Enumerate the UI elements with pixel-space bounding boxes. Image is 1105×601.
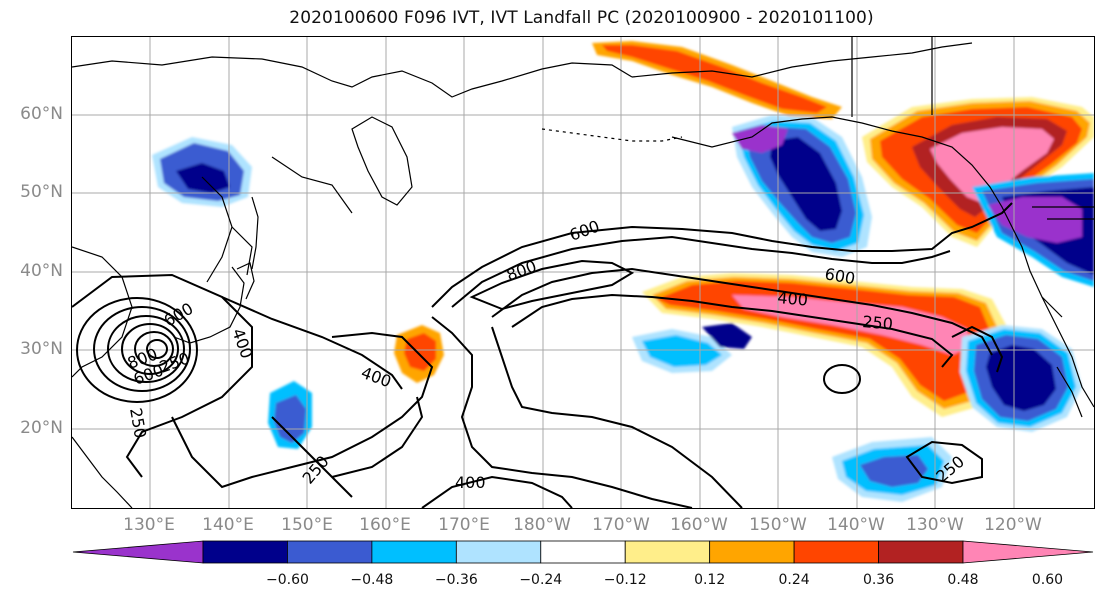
lon-label-160e: 160°E: [359, 515, 411, 535]
positive-anomaly-bering-red: [602, 45, 827, 113]
contour-label: 600: [567, 216, 602, 244]
contour-label: 800: [504, 256, 539, 284]
negative-anomaly-baja-navy: [986, 345, 1056, 411]
lon-label-170w: 170°W: [592, 515, 650, 535]
map-title: 2020100600 F096 IVT, IVT Landfall PC (20…: [289, 8, 874, 28]
coastlines: [72, 37, 1094, 508]
colorbar-segment: [371, 540, 457, 564]
colorbar-tick-label: 0.36: [862, 572, 895, 588]
colorbar-segment: [624, 540, 711, 564]
contour-label: 400: [359, 363, 394, 391]
contour-label-group: 600 800 600 400 250 600 400 250 400 250 …: [125, 216, 968, 492]
lon-label-140e: 140°E: [202, 515, 254, 535]
colorbar-segment: [455, 540, 542, 564]
lat-label-30n: 30°N: [20, 339, 63, 359]
lat-label-40n: 40°N: [20, 261, 63, 281]
contour-label: 250: [126, 406, 150, 439]
colorbar-canvas: [72, 540, 1094, 564]
gridlines: [72, 37, 1094, 508]
positive-anomaly-band-pink: [732, 295, 970, 355]
contour-label: 250: [862, 312, 894, 334]
lon-label-150w: 150°W: [749, 515, 807, 535]
lon-label-130e: 130°E: [123, 515, 175, 535]
lon-label-180w: 180°W: [513, 515, 571, 535]
colorbar-tick-label: 0.60: [1031, 572, 1064, 588]
negative-anomaly-hawaii-cyan: [642, 335, 722, 367]
negative-anomaly-alaska-purple: [732, 125, 788, 153]
map-canvas: 600 800 600 400 250 600 400 250 400 250 …: [72, 37, 1094, 508]
colorbar-segment: [202, 540, 288, 564]
colorbar-tick-label: −0.24: [519, 572, 563, 588]
lat-label-50n: 50°N: [20, 182, 63, 202]
contour-label: 400: [777, 288, 809, 310]
contour-label: 400: [455, 473, 486, 492]
lon-label-170e: 170°E: [438, 515, 490, 535]
negative-anomaly-pnw-purple: [988, 197, 1082, 243]
colorbar-tick-label: −0.36: [434, 572, 478, 588]
lat-label-20n: 20°N: [20, 418, 63, 438]
colorbar-tick-label: 0.24: [778, 572, 810, 588]
colorbar-tick-label: −0.12: [603, 572, 647, 588]
colorbar-extend-max: [962, 540, 1094, 564]
positive-anomaly-gulf-pink: [930, 127, 1054, 203]
map-panel: 600 800 600 400 250 600 400 250 400 250 …: [71, 36, 1095, 509]
negative-anomaly-alaska-navy: [770, 137, 842, 231]
colorbar-extend-min: [72, 540, 204, 564]
colorbar-tick-label: 0.12: [694, 572, 726, 588]
colorbar-tick-label: −0.48: [350, 572, 394, 588]
lon-label-120w: 120°W: [984, 515, 1042, 535]
colorbar-segment: [540, 540, 626, 564]
colorbar-segment: [287, 540, 373, 564]
negative-anomaly-japan-blue: [274, 395, 306, 443]
lon-label-130w: 130°W: [906, 515, 964, 535]
lon-label-140w: 140°W: [827, 515, 885, 535]
ivt-contours: [72, 202, 1013, 508]
colorbar-segment: [709, 540, 795, 564]
colorbar-tick-label: 0.48: [947, 572, 979, 588]
positive-anomaly-small-1-red: [404, 333, 436, 371]
colorbar-tick-label: −0.60: [265, 572, 309, 588]
colorbar: [71, 539, 1095, 573]
colorbar-segment: [793, 540, 879, 564]
negative-anomaly-hawaii-navy: [702, 323, 752, 349]
lon-label-150e: 150°E: [281, 515, 333, 535]
lat-label-60n: 60°N: [20, 104, 63, 124]
colorbar-segment: [878, 540, 964, 564]
lon-label-160w: 160°W: [670, 515, 728, 535]
